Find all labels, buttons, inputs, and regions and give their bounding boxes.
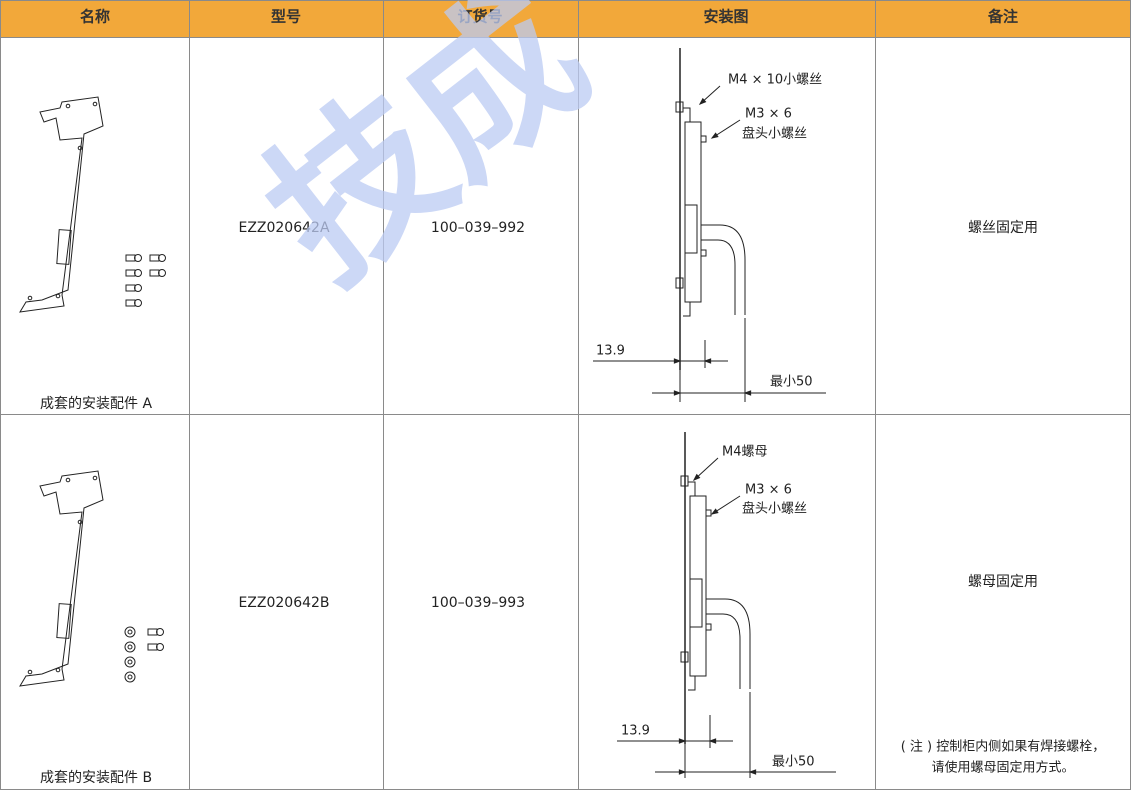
- diagram-label: M4 × 10小螺丝: [728, 73, 822, 88]
- connector: [689, 578, 703, 628]
- hole: [77, 145, 83, 151]
- nut: [124, 626, 136, 638]
- header-cell: 安装图: [703, 8, 748, 26]
- screw: [700, 135, 707, 143]
- arrowhead: [678, 769, 687, 775]
- note: 螺丝固定用: [968, 220, 1038, 236]
- bracket-drawing: [19, 96, 104, 313]
- dimension: 13.9: [621, 724, 650, 739]
- order-no: 100–039–993: [431, 595, 525, 611]
- arrowhead: [710, 132, 719, 139]
- footnote: ( 注 ) 控制柜内侧如果有焊接螺栓，: [901, 739, 1106, 755]
- diagram-label: 盘头小螺丝: [742, 126, 807, 142]
- item-name: 成套的安装配件 A: [40, 396, 152, 412]
- hole: [65, 477, 71, 483]
- screw: [149, 269, 160, 277]
- hole: [77, 519, 83, 525]
- drawings: [19, 48, 836, 778]
- header-cell: 型号: [271, 8, 301, 26]
- dimension: 最小50: [770, 375, 813, 390]
- arrowhead: [708, 738, 717, 744]
- watermark: 技成: [232, 0, 622, 319]
- bracket-side: [688, 481, 703, 497]
- screw: [700, 249, 707, 257]
- arrowhead: [673, 358, 682, 364]
- nut: [124, 656, 136, 668]
- cable: [701, 239, 736, 315]
- bracket-side: [683, 107, 698, 123]
- diagram-label: 盘头小螺丝: [742, 501, 807, 517]
- diagram-label: M4螺母: [722, 445, 768, 460]
- screw-head: [158, 269, 166, 277]
- hole: [65, 103, 71, 109]
- unit-body: [684, 121, 702, 303]
- screw-head: [156, 628, 164, 636]
- bracket-side: [688, 675, 703, 691]
- screw: [675, 277, 684, 289]
- item-name: 成套的安装配件 B: [40, 770, 152, 786]
- screw: [675, 101, 684, 113]
- screw: [149, 254, 160, 262]
- screw: [147, 628, 158, 636]
- screw-head: [134, 299, 142, 307]
- screw: [125, 269, 136, 277]
- nut: [124, 641, 136, 653]
- arrowhead: [743, 390, 752, 396]
- screw-head: [156, 643, 164, 651]
- connector: [684, 204, 698, 254]
- nut-hole: [127, 629, 133, 635]
- screw: [705, 623, 712, 631]
- screw: [680, 475, 689, 487]
- order-no: 100–039–992: [431, 220, 525, 236]
- arrowhead: [692, 473, 701, 481]
- arrowhead: [678, 738, 687, 744]
- nut-hole: [127, 644, 133, 650]
- bracket-slot: [56, 229, 72, 265]
- bracket-slot: [56, 603, 72, 639]
- cable: [701, 224, 746, 315]
- header-cell: 订货号: [457, 8, 502, 26]
- hole: [55, 293, 61, 299]
- diagram-label: M3 × 6: [745, 107, 792, 122]
- model: EZZ020642B: [238, 595, 329, 611]
- note: 螺母固定用: [968, 574, 1038, 590]
- screw-head: [134, 269, 142, 277]
- header-cell: 备注: [987, 8, 1018, 26]
- footnote: 请使用螺母固定用方式。: [931, 760, 1074, 776]
- screw-head: [158, 254, 166, 262]
- hole: [27, 295, 33, 301]
- cable: [706, 598, 751, 689]
- arrowhead: [710, 508, 719, 515]
- nut-hole: [127, 674, 133, 680]
- screw: [147, 643, 158, 651]
- arrowhead: [698, 97, 707, 105]
- screw: [125, 299, 136, 307]
- screw: [125, 254, 136, 262]
- bracket-drawing: [19, 470, 104, 687]
- nut-hole: [127, 659, 133, 665]
- cable: [706, 613, 741, 689]
- hole: [92, 475, 98, 481]
- nut: [124, 671, 136, 683]
- arrowhead: [673, 390, 682, 396]
- bracket-side: [683, 301, 698, 317]
- header-bg: [0, 0, 1131, 37]
- screw: [680, 651, 689, 663]
- hole: [55, 667, 61, 673]
- unit-body: [689, 495, 707, 677]
- hole: [92, 101, 98, 107]
- dimension: 13.9: [596, 344, 625, 359]
- hole: [27, 669, 33, 675]
- diagram-label: M3 × 6: [745, 483, 792, 498]
- screw-head: [134, 284, 142, 292]
- arrowhead: [703, 358, 712, 364]
- screw-head: [134, 254, 142, 262]
- header-cell: 名称: [80, 8, 110, 26]
- model: EZZ020642A: [238, 220, 329, 236]
- dimension: 最小50: [772, 755, 815, 770]
- arrowhead: [748, 769, 757, 775]
- screw: [705, 509, 712, 517]
- screw: [125, 284, 136, 292]
